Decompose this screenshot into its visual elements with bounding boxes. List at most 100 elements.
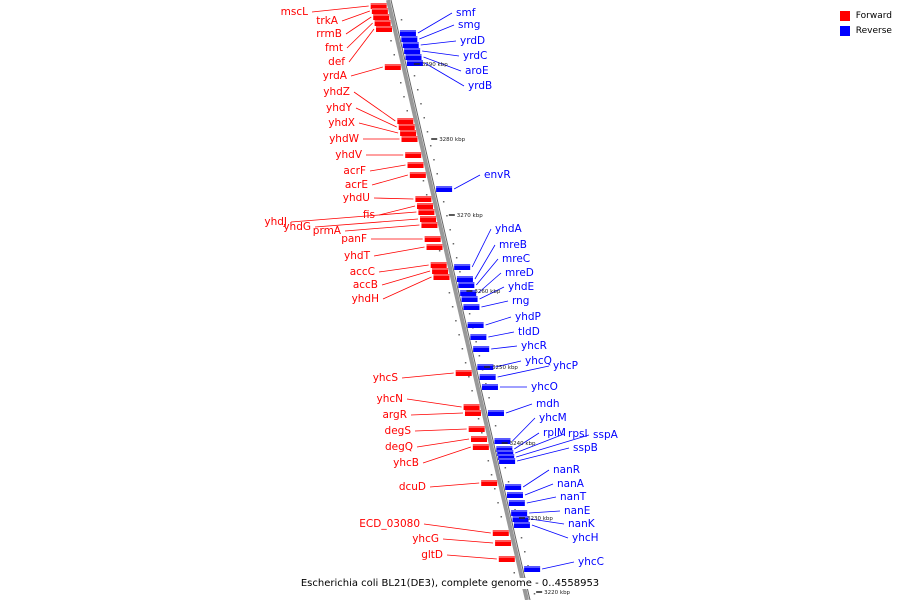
gene-label-fmt[interactable]: fmt	[325, 42, 343, 54]
gene-block-prmA	[421, 222, 438, 228]
tick-label: 3280 kbp	[439, 137, 465, 143]
tick-label: 3240 kbp	[510, 441, 536, 447]
gene-label-nanK[interactable]: nanK	[568, 518, 596, 530]
spacer-dot	[464, 362, 467, 364]
gene-blocks	[370, 3, 541, 572]
leader-line-mreB	[474, 244, 496, 280]
gene-label-degS[interactable]: degS	[385, 425, 412, 437]
leader-line-yhcP	[497, 365, 550, 378]
leader-line-yhcN	[406, 398, 462, 408]
gene-label-nanE[interactable]: nanE	[564, 505, 590, 517]
gene-label-accB[interactable]: accB	[353, 279, 378, 291]
gene-label-prmA[interactable]: prmA	[313, 225, 342, 237]
spacer-dot	[527, 565, 529, 567]
gene-label-ECD_03080[interactable]: ECD_03080	[359, 518, 420, 530]
gene-label-acrF[interactable]: acrF	[343, 165, 366, 177]
gene-label-yhcG[interactable]: yhcG	[412, 533, 439, 545]
gene-label-yhdV[interactable]: yhdV	[335, 149, 363, 161]
gene-label-yhdE[interactable]: yhdE	[508, 281, 534, 293]
gene-label-trkA[interactable]: trkA	[316, 15, 339, 27]
gene-block-highlight	[417, 203, 434, 205]
spacer-dot	[426, 131, 429, 133]
gene-label-yhdG[interactable]: yhdG	[283, 221, 311, 233]
gene-label-def[interactable]: def	[328, 56, 345, 68]
gene-label-yhdJ[interactable]: yhdJ	[264, 216, 287, 228]
gene-label-yhdY[interactable]: yhdY	[326, 102, 353, 114]
gene-label-yhcO[interactable]: yhcO	[531, 381, 558, 393]
spacer-dot	[446, 215, 448, 217]
spacer-dot	[416, 89, 419, 91]
gene-label-yhcS[interactable]: yhcS	[373, 372, 399, 384]
gene-label-gltD[interactable]: gltD	[421, 549, 443, 561]
gene-label-rng[interactable]: rng	[512, 295, 529, 307]
gene-label-degQ[interactable]: degQ	[385, 441, 413, 453]
gene-label-smg[interactable]: smg	[458, 19, 480, 31]
gene-label-fis[interactable]: fis	[363, 209, 375, 221]
leader-line-rpsI	[515, 433, 565, 454]
gene-label-sspA[interactable]: sspA	[593, 429, 619, 441]
leader-line-rrmB	[345, 16, 372, 35]
gene-label-nanA[interactable]: nanA	[557, 478, 585, 490]
leader-line-fmt	[346, 22, 373, 49]
gene-label-smf[interactable]: smf	[456, 7, 476, 19]
gene-label-yhcM[interactable]: yhcM	[539, 412, 567, 424]
gene-label-yrdB[interactable]: yrdB	[468, 80, 492, 92]
gene-label-yhdU[interactable]: yhdU	[343, 192, 370, 204]
gene-label-acrE[interactable]: acrE	[345, 179, 368, 191]
gene-label-nanT[interactable]: nanT	[560, 491, 587, 503]
gene-label-yhcR[interactable]: yhcR	[521, 340, 547, 352]
gene-label-yrdD[interactable]: yrdD	[460, 35, 485, 47]
spacer-dot	[399, 82, 402, 84]
gene-block-smf	[399, 30, 416, 36]
gene-label-yrdA[interactable]: yrdA	[323, 70, 348, 82]
leader-line-yhcC	[542, 561, 575, 570]
gene-label-yhcB[interactable]: yhcB	[393, 457, 419, 469]
gene-block-yhdT	[426, 244, 443, 250]
gene-label-yhcC[interactable]: yhcC	[578, 556, 604, 568]
leader-line-smf	[417, 12, 453, 34]
gene-block-highlight	[511, 510, 528, 512]
gene-label-yhcH[interactable]: yhcH	[572, 532, 599, 544]
leader-line-sspA	[516, 434, 590, 458]
reverse-swatch	[839, 25, 850, 36]
gene-label-tldD[interactable]: tldD	[518, 326, 540, 338]
gene-label-yhdT[interactable]: yhdT	[344, 250, 371, 262]
gene-label-rpsI[interactable]: rpsI	[568, 428, 588, 440]
gene-label-mscL[interactable]: mscL	[281, 6, 308, 18]
gene-label-accC[interactable]: accC	[350, 266, 375, 278]
gene-label-yhdP[interactable]: yhdP	[515, 311, 541, 323]
gene-label-nanR[interactable]: nanR	[553, 464, 580, 476]
gene-label-yrdC[interactable]: yrdC	[463, 50, 487, 62]
gene-label-argR[interactable]: argR	[382, 409, 407, 421]
gene-label-rplM[interactable]: rplM	[543, 427, 566, 439]
gene-label-mdh[interactable]: mdh	[536, 398, 560, 410]
gene-label-panF[interactable]: panF	[341, 233, 367, 245]
gene-label-rrmB[interactable]: rrmB	[316, 28, 342, 40]
gene-block-yhcN	[463, 404, 480, 410]
gene-block-highlight	[384, 64, 401, 66]
legend-item-forward: Forward	[839, 8, 892, 23]
gene-label-envR[interactable]: envR	[484, 169, 511, 181]
gene-label-dcuD[interactable]: dcuD	[399, 481, 426, 493]
gene-block-yhdG	[420, 216, 437, 222]
gene-block-yrdA	[384, 64, 401, 70]
spacer-dot	[390, 40, 392, 42]
gene-label-sspB[interactable]: sspB	[573, 442, 598, 454]
gene-label-yhcP[interactable]: yhcP	[553, 360, 578, 372]
gene-label-yhdX[interactable]: yhdX	[328, 117, 355, 129]
gene-label-yhcQ[interactable]: yhcQ	[525, 355, 552, 367]
leader-line-yhdT	[373, 246, 425, 257]
gene-label-yhdA[interactable]: yhdA	[495, 223, 523, 235]
gene-label-yhdW[interactable]: yhdW	[329, 133, 360, 145]
gene-block-highlight	[512, 516, 529, 518]
gene-block-highlight	[426, 244, 443, 246]
gene-label-yhdH[interactable]: yhdH	[352, 293, 379, 305]
gene-label-aroE[interactable]: aroE	[465, 65, 489, 77]
gene-label-yhcN[interactable]: yhcN	[377, 393, 404, 405]
gene-label-yhdZ[interactable]: yhdZ	[323, 86, 350, 98]
gene-label-mreB[interactable]: mreB	[499, 239, 527, 251]
gene-label-mreD[interactable]: mreD	[505, 267, 534, 279]
gene-block-fis	[417, 203, 434, 209]
gene-block-highlight	[405, 54, 422, 56]
gene-label-mreC[interactable]: mreC	[502, 253, 530, 265]
